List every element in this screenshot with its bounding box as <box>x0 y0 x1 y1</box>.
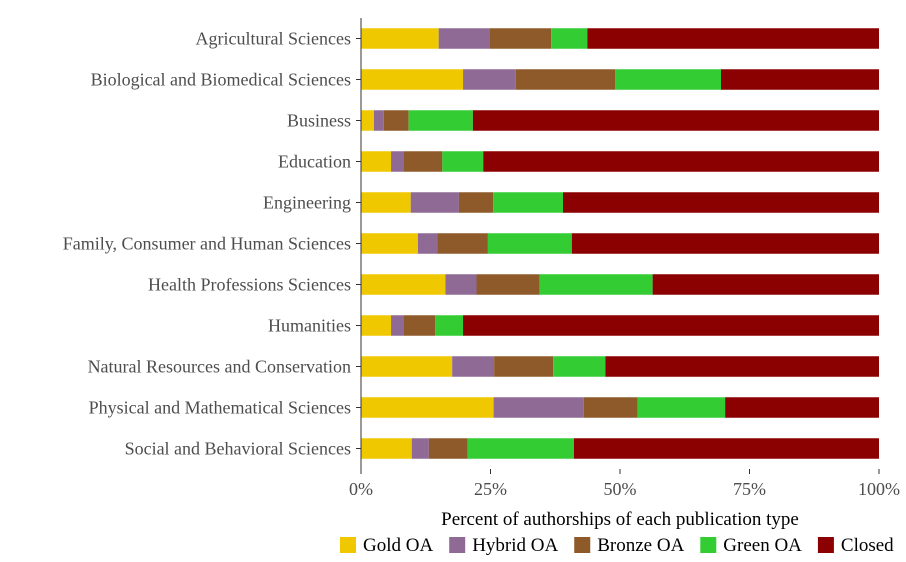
legend-swatch <box>700 537 717 553</box>
bar-segment-0-7 <box>361 315 392 336</box>
bar-segment-4-6 <box>652 274 879 295</box>
bar-segment-3-1 <box>615 69 722 90</box>
bar-segment-4-8 <box>605 356 879 377</box>
category-label: Social and Behavioral Sciences <box>125 439 351 459</box>
bar-segment-1-9 <box>493 397 584 418</box>
bar-segment-1-7 <box>391 315 404 336</box>
legend: Gold OA Hybrid OA Bronze OA Green OA Closed <box>340 535 894 556</box>
bar-segment-1-5 <box>417 233 438 254</box>
x-axis: 0% 25% 50% 75% 100% <box>349 469 900 499</box>
bar-segment-0-2 <box>361 110 374 131</box>
bar-segment-0-3 <box>361 151 392 172</box>
bar-segment-4-4 <box>563 192 879 213</box>
category-label: Business <box>287 111 351 131</box>
bar-segment-4-7 <box>463 315 879 336</box>
bar-segment-0-10 <box>361 438 412 459</box>
bar-segment-3-6 <box>539 274 653 295</box>
category-label: Biological and Biomedical Sciences <box>91 70 351 90</box>
bar-segment-3-9 <box>637 397 726 418</box>
bar-segment-1-6 <box>445 274 477 295</box>
category-label: Family, Consumer and Human Sciences <box>63 234 351 254</box>
x-tick-label: 50% <box>604 479 637 499</box>
bar-segment-2-6 <box>476 274 540 295</box>
category-label: Agricultural Sciences <box>196 29 351 49</box>
bar-segment-2-3 <box>403 151 443 172</box>
category-labels: Agricultural Sciences Biological and Biom… <box>63 29 351 459</box>
bar-segment-2-9 <box>583 397 638 418</box>
bar-segment-0-1 <box>361 69 464 90</box>
bar-segment-2-1 <box>515 69 616 90</box>
x-tick-label: 100% <box>858 479 900 499</box>
bar-segment-2-8 <box>494 356 554 377</box>
bar-segment-3-4 <box>493 192 564 213</box>
bar-segment-0-0 <box>361 28 439 49</box>
legend-swatch <box>574 537 591 553</box>
bar-segment-0-4 <box>361 192 411 213</box>
bar-segment-4-3 <box>483 151 879 172</box>
category-label: Natural Resources and Conservation <box>88 357 351 377</box>
category-label: Humanities <box>268 316 351 336</box>
bar-segment-4-0 <box>587 28 879 49</box>
legend-label: Hybrid OA <box>472 535 558 556</box>
bar-segment-3-0 <box>551 28 588 49</box>
bar-segment-4-5 <box>571 233 879 254</box>
bar-segment-1-10 <box>411 438 429 459</box>
bars-layer <box>361 28 879 459</box>
x-tick-label: 75% <box>733 479 766 499</box>
bar-segment-4-9 <box>725 397 879 418</box>
category-label: Health Professions Sciences <box>148 275 351 295</box>
legend-swatch <box>340 537 356 553</box>
bar-segment-1-0 <box>438 28 490 49</box>
legend-label: Closed <box>841 535 894 556</box>
bar-segment-0-6 <box>361 274 446 295</box>
legend-label: Green OA <box>723 535 802 556</box>
bar-segment-2-0 <box>489 28 552 49</box>
bar-segment-3-2 <box>408 110 473 131</box>
bar-segment-1-3 <box>391 151 404 172</box>
bar-segment-4-10 <box>573 438 879 459</box>
bar-segment-3-3 <box>442 151 484 172</box>
bar-segment-0-8 <box>361 356 453 377</box>
bar-segment-0-5 <box>361 233 418 254</box>
bar-segment-4-2 <box>472 110 879 131</box>
category-label: Physical and Mathematical Sciences <box>89 398 351 418</box>
bar-segment-2-7 <box>403 315 436 336</box>
bar-segment-2-2 <box>383 110 409 131</box>
bar-segment-1-2 <box>373 110 384 131</box>
legend-label: Gold OA <box>363 535 433 556</box>
x-tick-label: 25% <box>474 479 507 499</box>
bar-segment-3-8 <box>553 356 606 377</box>
bar-segment-2-10 <box>428 438 468 459</box>
bar-segment-1-8 <box>452 356 495 377</box>
legend-swatch <box>817 537 834 553</box>
bar-segment-1-1 <box>463 69 516 90</box>
bar-segment-3-5 <box>487 233 572 254</box>
bar-segment-3-7 <box>435 315 464 336</box>
bar-segment-3-10 <box>467 438 574 459</box>
bar-segment-1-4 <box>410 192 459 213</box>
bar-segment-2-4 <box>458 192 494 213</box>
category-label: Engineering <box>263 193 351 213</box>
legend-label: Bronze OA <box>597 535 684 556</box>
legend-swatch <box>449 537 466 553</box>
bar-segment-0-9 <box>361 397 494 418</box>
category-label: Education <box>278 152 351 172</box>
y-axis <box>356 18 362 469</box>
x-tick-label: 0% <box>349 479 373 499</box>
x-axis-label: Percent of authorships of each publicati… <box>441 509 799 530</box>
bar-segment-4-1 <box>721 69 879 90</box>
bar-segment-2-5 <box>437 233 488 254</box>
